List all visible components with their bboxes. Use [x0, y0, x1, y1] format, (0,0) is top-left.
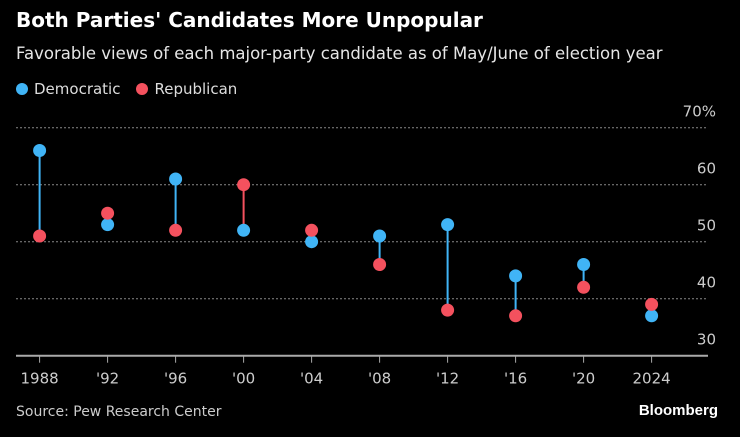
- x-tick-label: 2024: [633, 370, 671, 388]
- y-tick-label: 40: [697, 274, 716, 292]
- legend-item-republican: Republican: [136, 80, 237, 98]
- source-note: Source: Pew Research Center: [16, 404, 222, 420]
- legend-dot-icon: [16, 83, 28, 95]
- point-republican: [101, 206, 115, 220]
- point-republican: [373, 258, 387, 271]
- x-tick-label: '96: [164, 370, 187, 388]
- y-tick-label: 70%: [683, 103, 716, 121]
- x-tick-label: '12: [436, 370, 459, 388]
- point-republican: [33, 229, 47, 243]
- chart-title: Both Parties' Candidates More Unpopular: [16, 8, 483, 32]
- point-republican: [577, 280, 591, 294]
- point-democratic: [33, 144, 47, 157]
- legend: Democratic Republican: [16, 80, 237, 98]
- point-democratic: [509, 269, 523, 283]
- legend-dot-icon: [136, 83, 149, 95]
- point-republican: [509, 309, 523, 323]
- x-tick-label: '92: [96, 370, 119, 388]
- point-democratic: [645, 309, 659, 323]
- point-republican: [645, 297, 659, 311]
- legend-label: Republican: [154, 80, 238, 98]
- x-tick-label: '20: [572, 370, 595, 388]
- point-republican: [237, 178, 251, 192]
- legend-item-democratic: Democratic: [16, 80, 120, 98]
- point-democratic: [101, 218, 115, 232]
- point-democratic: [237, 223, 251, 237]
- point-republican: [441, 303, 455, 317]
- chart-subtitle: Favorable views of each major-party cand…: [16, 44, 663, 63]
- point-republican: [169, 223, 183, 237]
- point-democratic: [577, 258, 591, 271]
- point-republican: [305, 223, 319, 237]
- point-democratic: [373, 229, 387, 243]
- x-tick-label: '16: [504, 370, 527, 388]
- x-tick-label: '00: [232, 370, 255, 388]
- y-tick-label: 50: [697, 217, 716, 235]
- y-tick-label: 60: [697, 160, 716, 178]
- point-democratic: [441, 218, 455, 232]
- x-tick-label: 1988: [21, 370, 59, 388]
- point-democratic: [169, 172, 183, 186]
- x-tick-label: '04: [300, 370, 323, 388]
- point-democratic: [305, 235, 319, 249]
- y-tick-label: 30: [697, 331, 716, 349]
- legend-label: Democratic: [34, 80, 121, 98]
- x-tick-label: '08: [368, 370, 391, 388]
- bloomberg-logo: Bloomberg: [638, 402, 718, 419]
